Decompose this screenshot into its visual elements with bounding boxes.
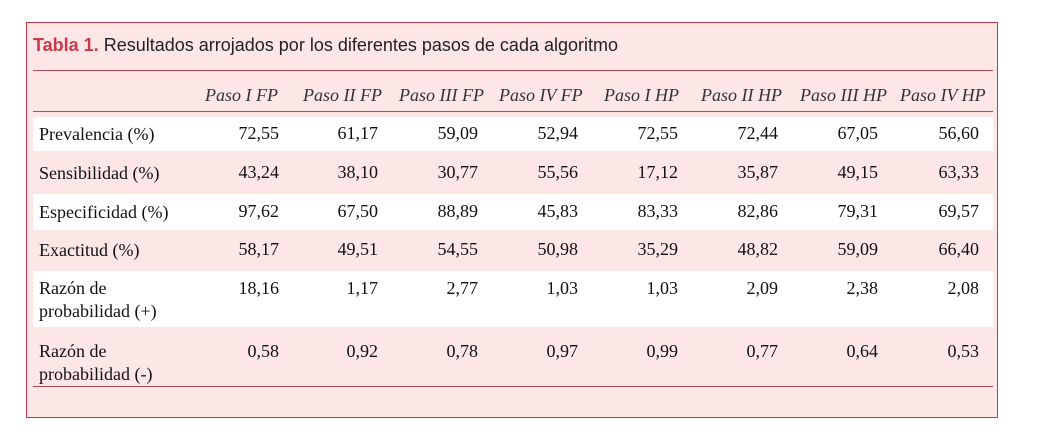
table-caption: Tabla 1. Resultados arrojados por los di… xyxy=(33,35,618,56)
table-cell: 79,31 xyxy=(837,201,879,221)
table-cell: 55,56 xyxy=(537,162,579,182)
table-caption-text: Resultados arrojados por los diferentes … xyxy=(98,35,618,55)
table-cell: 61,17 xyxy=(337,123,379,143)
table-caption-label: Tabla 1. xyxy=(33,35,99,55)
table-cell: 17,12 xyxy=(637,162,679,182)
table-cell: 59,09 xyxy=(837,239,879,259)
table-cell: 35,29 xyxy=(637,239,679,259)
table-cell: 54,55 xyxy=(437,239,479,259)
table-cell: 49,51 xyxy=(337,239,379,259)
column-header: Paso IV HP xyxy=(900,85,986,105)
column-header: Paso III FP xyxy=(399,85,484,105)
column-header: Paso III HP xyxy=(800,85,887,105)
table-cell: 45,83 xyxy=(537,201,579,221)
row-label: Especificidad (%) xyxy=(39,202,169,222)
table-cell: 18,16 xyxy=(238,278,280,298)
table-row: Especificidad (%) 97,62 67,50 88,89 45,8… xyxy=(33,194,993,230)
table-cell: 0,99 xyxy=(646,341,679,361)
table-cell: 52,94 xyxy=(537,123,579,143)
table-cell: 30,77 xyxy=(437,162,479,182)
table-cell: 88,89 xyxy=(437,201,479,221)
table-cell: 0,97 xyxy=(546,341,579,361)
table-cell: 1,17 xyxy=(346,278,379,298)
table-cell: 83,33 xyxy=(637,201,679,221)
column-header: Paso I HP xyxy=(604,85,679,105)
column-header: Paso IV FP xyxy=(499,85,583,105)
table-cell: 56,60 xyxy=(938,123,980,143)
table-cell: 0,53 xyxy=(947,341,980,361)
table-cell: 67,05 xyxy=(837,123,879,143)
table-row: Exactitud (%) 58,17 49,51 54,55 50,98 35… xyxy=(33,233,993,267)
table-cell: 49,15 xyxy=(837,162,879,182)
row-label: Prevalencia (%) xyxy=(39,124,155,144)
table-cell: 0,77 xyxy=(746,341,779,361)
table-cell: 59,09 xyxy=(437,123,479,143)
table-cell: 0,58 xyxy=(247,341,280,361)
table-cell: 66,40 xyxy=(938,239,980,259)
table-cell: 2,09 xyxy=(746,278,779,298)
table-cell: 50,98 xyxy=(537,239,579,259)
table-bottom-divider xyxy=(33,386,993,387)
table-cell: 0,92 xyxy=(346,341,379,361)
table-cell: 0,78 xyxy=(446,341,479,361)
table-cell: 1,03 xyxy=(546,278,579,298)
table-cell: 58,17 xyxy=(238,239,280,259)
table-cell: 72,55 xyxy=(637,123,679,143)
table-cell: 48,82 xyxy=(737,239,779,259)
table-cell: 82,86 xyxy=(737,201,779,221)
table-cell: 43,24 xyxy=(238,162,280,182)
table-cell: 97,62 xyxy=(238,201,280,221)
header-divider xyxy=(33,111,993,112)
row-label: Razón de probabilidad (+) xyxy=(39,278,157,321)
row-label: Exactitud (%) xyxy=(39,240,140,260)
row-label: Razón de probabilidad (-) xyxy=(39,341,153,384)
table-cell: 72,55 xyxy=(238,123,280,143)
table-cell: 1,03 xyxy=(646,278,679,298)
column-header: Paso II HP xyxy=(701,85,782,105)
table-cell: 35,87 xyxy=(737,162,779,182)
column-header: Paso II FP xyxy=(303,85,382,105)
table-row: Prevalencia (%) 72,55 61,17 59,09 52,94 … xyxy=(33,117,993,151)
table-cell: 0,64 xyxy=(846,341,879,361)
table-cell: 2,08 xyxy=(947,278,980,298)
table-row: Razón de probabilidad (+) 18,16 1,17 2,7… xyxy=(33,271,993,327)
table-row: Razón de probabilidad (-) 0,58 0,92 0,78… xyxy=(33,331,993,385)
table-cell: 63,33 xyxy=(938,162,980,182)
caption-divider xyxy=(33,70,993,71)
table-cell: 67,50 xyxy=(337,201,379,221)
table-cell: 38,10 xyxy=(337,162,379,182)
table-cell: 72,44 xyxy=(737,123,779,143)
table-cell: 2,77 xyxy=(446,278,479,298)
table-panel: Tabla 1. Resultados arrojados por los di… xyxy=(26,22,998,418)
table-cell: 2,38 xyxy=(846,278,879,298)
table-row: Sensibilidad (%) 43,24 38,10 30,77 55,56… xyxy=(33,156,993,190)
table-cell: 69,57 xyxy=(938,201,980,221)
row-label: Sensibilidad (%) xyxy=(39,163,160,183)
column-header: Paso I FP xyxy=(205,85,278,105)
